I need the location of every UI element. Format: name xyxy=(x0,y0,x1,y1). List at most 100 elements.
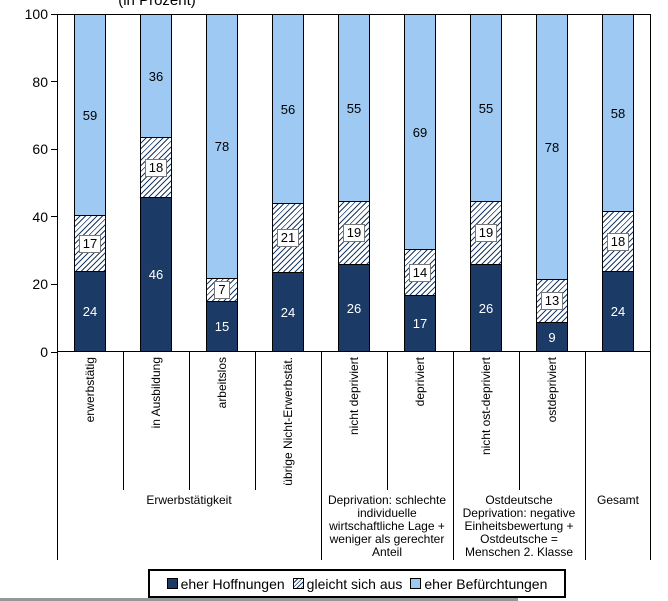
category-label: depriviert xyxy=(413,357,427,407)
value-label-gleicht-sich-aus: 18 xyxy=(606,232,630,251)
bar-column-4: 56 21 24 xyxy=(272,14,304,352)
category-cell-5: nicht depriviert xyxy=(321,352,387,490)
group-cell-3: Ostdeutsche Deprivation: negative Einhei… xyxy=(453,490,585,559)
y-axis-tick xyxy=(51,13,57,15)
segment-befuerchtungen: 78 xyxy=(536,14,568,280)
axis-edge-right xyxy=(650,352,651,560)
segment-gleicht-sich-aus: 21 xyxy=(272,203,304,273)
segment-gleicht-sich-aus: 14 xyxy=(404,249,436,296)
segment-gleicht-sich-aus: 7 xyxy=(206,278,238,302)
y-axis-tick-label: 80 xyxy=(32,73,48,90)
value-label-gleicht-sich-aus: 7 xyxy=(214,281,230,299)
segment-befuerchtungen: 55 xyxy=(338,14,370,202)
value-label-befuerchtungen: 36 xyxy=(148,68,164,84)
category-cell-7: nicht ost-depriviert xyxy=(453,352,519,490)
y-axis-tick xyxy=(51,81,57,83)
y-axis-tick xyxy=(51,351,57,353)
bar-column-2: 36 18 46 xyxy=(140,14,172,352)
value-label-gleicht-sich-aus: 14 xyxy=(408,263,432,282)
legend-swatch-hope xyxy=(166,578,178,589)
segment-befuerchtungen: 56 xyxy=(272,14,304,204)
value-label-hoffnungen: 17 xyxy=(412,316,428,331)
category-divider xyxy=(519,352,520,490)
value-label-befuerchtungen: 58 xyxy=(610,105,626,121)
category-label: arbeitslos xyxy=(215,357,229,409)
value-label-gleicht-sich-aus: 19 xyxy=(474,224,498,242)
value-label-hoffnungen: 15 xyxy=(214,319,230,334)
bar-column-6: 69 14 17 xyxy=(404,14,436,352)
legend-swatch-balance xyxy=(292,578,304,589)
category-divider xyxy=(189,352,190,490)
category-cell-9 xyxy=(585,352,651,490)
y-axis-tick-label: 20 xyxy=(32,276,48,293)
segment-hoffnungen: 26 xyxy=(338,264,370,352)
segment-befuerchtungen: 36 xyxy=(140,14,172,138)
y-axis-tick xyxy=(51,283,57,285)
y-axis-tick-label: 100 xyxy=(24,6,48,22)
y-axis-tick xyxy=(51,216,57,218)
value-label-befuerchtungen: 78 xyxy=(214,139,230,154)
category-divider xyxy=(453,352,454,560)
category-label: in Ausbildung xyxy=(149,357,163,429)
group-cell-1: Erwerbstätigkeit xyxy=(57,490,321,507)
value-label-befuerchtungen: 59 xyxy=(82,107,98,123)
category-divider xyxy=(585,352,586,560)
bar-column-8: 78 13 9 xyxy=(536,14,568,352)
group-label: Erwerbstätigkeit xyxy=(146,493,232,507)
value-label-gleicht-sich-aus: 21 xyxy=(276,229,300,247)
category-label: nicht depriviert xyxy=(347,357,361,436)
y-axis-tick-label: 60 xyxy=(32,141,48,158)
category-divider xyxy=(123,352,124,490)
category-cell-8: ostdepriviert xyxy=(519,352,585,490)
group-label: Gesamt xyxy=(596,493,639,507)
category-divider xyxy=(255,352,256,490)
axis-edge-left xyxy=(57,352,58,560)
segment-hoffnungen: 15 xyxy=(206,301,238,352)
value-label-hoffnungen: 46 xyxy=(148,267,164,282)
chart-title-text: (in Prozent) xyxy=(118,0,196,9)
value-label-hoffnungen: 24 xyxy=(82,304,98,319)
value-label-hoffnungen: 9 xyxy=(548,329,556,345)
value-label-gleicht-sich-aus: 18 xyxy=(144,158,168,177)
y-axis-tick-label: 40 xyxy=(32,208,48,225)
bar-column-5: 55 19 26 xyxy=(338,14,370,352)
segment-befuerchtungen: 55 xyxy=(470,14,502,202)
value-label-befuerchtungen: 56 xyxy=(280,101,296,117)
category-cell-6: depriviert xyxy=(387,352,453,490)
bar-column-3: 78 7 15 xyxy=(206,14,238,352)
segment-hoffnungen: 17 xyxy=(404,295,436,352)
legend-label-fear: eher Befürchtungen xyxy=(424,575,548,592)
legend-entry-hope: eher Hoffnungen xyxy=(166,576,285,592)
value-label-gleicht-sich-aus: 19 xyxy=(342,224,366,242)
segment-hoffnungen: 24 xyxy=(602,271,634,352)
legend: eher Hoffnungen gleicht sich aus eher Befü… xyxy=(148,569,566,598)
group-label: Deprivation: schlechte individuelle wirt… xyxy=(327,493,447,559)
segment-gleicht-sich-aus: 18 xyxy=(140,137,172,198)
category-divider xyxy=(387,352,388,490)
category-cell-4: übrige Nicht-Erwerbstät. xyxy=(255,352,321,490)
category-cell-1: erwerbstätig xyxy=(57,352,123,490)
segment-gleicht-sich-aus: 18 xyxy=(602,211,634,272)
category-divider xyxy=(321,352,322,560)
segment-hoffnungen: 9 xyxy=(536,322,568,352)
bar-column-7: 55 19 26 xyxy=(470,14,502,352)
segment-befuerchtungen: 69 xyxy=(404,14,436,250)
legend-swatch-fear xyxy=(410,578,422,589)
segment-hoffnungen: 26 xyxy=(470,264,502,352)
legend-label-balance: gleicht sich aus xyxy=(306,575,403,592)
group-label: Ostdeutsche Deprivation: negative Einhei… xyxy=(462,493,576,559)
segment-gleicht-sich-aus: 19 xyxy=(470,201,502,265)
segment-hoffnungen: 24 xyxy=(74,271,106,352)
bottom-edge-artifact xyxy=(0,598,518,601)
category-label: nicht ost-depriviert xyxy=(479,357,493,456)
value-label-befuerchtungen: 69 xyxy=(412,124,428,140)
segment-gleicht-sich-aus: 13 xyxy=(536,279,568,323)
group-cell-2: Deprivation: schlechte individuelle wirt… xyxy=(321,490,453,559)
legend-entry-fear: eher Befürchtungen xyxy=(410,576,547,592)
value-label-gleicht-sich-aus: 13 xyxy=(540,292,564,310)
value-label-hoffnungen: 24 xyxy=(280,304,296,320)
legend-entry-balance: gleicht sich aus xyxy=(292,575,403,592)
category-cell-2: in Ausbildung xyxy=(123,352,189,490)
value-label-befuerchtungen: 78 xyxy=(544,139,560,155)
